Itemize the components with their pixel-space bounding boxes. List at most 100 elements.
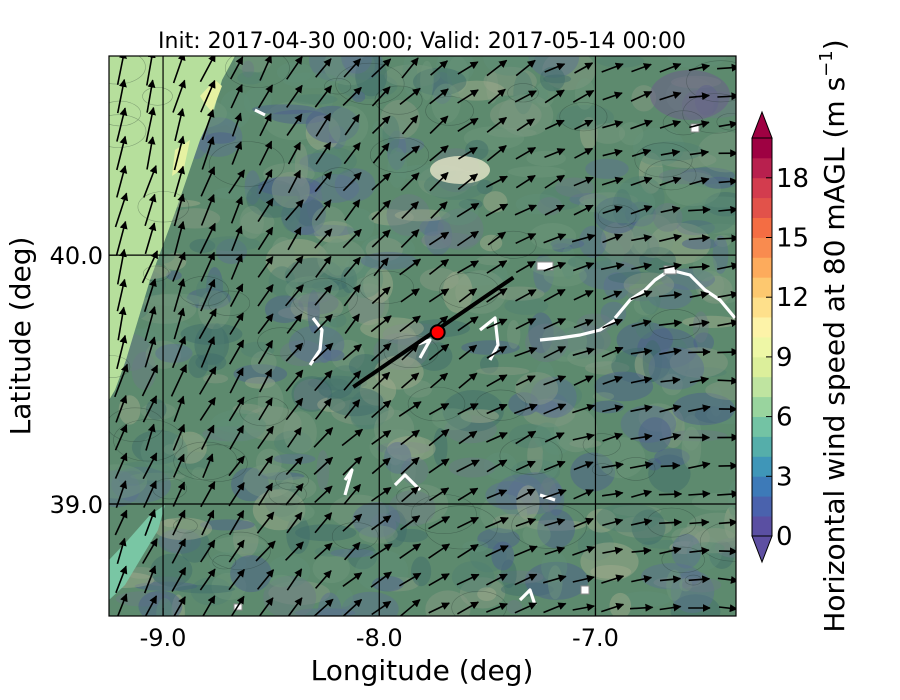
speed-patch	[209, 551, 247, 575]
wind-arrow	[400, 372, 420, 389]
wind-arrow	[173, 165, 185, 198]
speed-patch	[335, 587, 353, 607]
speed-patch	[542, 56, 596, 91]
wind-arrow	[173, 135, 186, 171]
wind-arrow	[371, 457, 391, 475]
speed-patch	[196, 274, 228, 308]
wind-arrow	[544, 89, 565, 104]
speed-patch	[431, 408, 472, 431]
wind-arrow	[256, 511, 275, 534]
wind-arrow	[428, 458, 450, 474]
speed-patch	[579, 192, 638, 208]
speed-patch	[477, 527, 520, 550]
wind-arrow	[228, 510, 245, 536]
wind-arrow	[146, 136, 156, 170]
wind-arrow	[287, 169, 301, 194]
speed-patch	[279, 476, 317, 500]
wind-arrow	[343, 256, 361, 278]
wind-arrow	[258, 482, 274, 506]
contour	[239, 396, 289, 427]
wind-arrow	[372, 142, 390, 164]
speed-patch	[273, 453, 316, 465]
wind-arrow	[574, 119, 594, 131]
wind-arrow	[399, 87, 421, 106]
wind-arrow	[286, 313, 303, 334]
wind-arrow	[429, 172, 449, 192]
speed-patch	[589, 350, 621, 370]
wind-arrow	[401, 115, 419, 135]
wind-arrow	[199, 366, 217, 395]
wind-arrow	[172, 423, 186, 451]
speed-patch	[243, 87, 272, 116]
speed-patch	[556, 105, 614, 130]
wind-arrow	[717, 490, 736, 499]
wind-arrow	[515, 174, 536, 189]
speed-patch	[681, 426, 702, 470]
wind-arrow	[456, 573, 480, 586]
wind-arrow	[314, 171, 333, 193]
wind-arrow	[256, 569, 275, 590]
wind-arrow	[141, 364, 159, 397]
speed-patch	[706, 405, 736, 425]
speed-patch	[631, 214, 675, 258]
speed-patch	[667, 430, 728, 442]
speed-patch	[113, 461, 174, 485]
wind-arrow	[428, 403, 450, 416]
wind-arrow	[314, 398, 332, 420]
speed-patch	[570, 452, 616, 492]
speed-patch	[630, 236, 648, 256]
wind-arrow	[601, 602, 625, 613]
wind-arrow	[572, 261, 595, 272]
speed-patch	[179, 528, 211, 563]
wind-arrow	[486, 432, 508, 443]
speed-patch	[528, 56, 580, 78]
speed-patch	[442, 271, 473, 314]
wind-arrow	[486, 260, 508, 274]
wind-arrow	[144, 222, 157, 255]
wind-arrow	[400, 429, 420, 446]
speed-patch	[140, 402, 176, 420]
contour	[212, 554, 237, 570]
wind-arrow	[199, 222, 216, 254]
speed-patch	[140, 431, 188, 472]
speed-patch	[328, 105, 369, 146]
speed-patch	[231, 467, 269, 502]
wind-arrow	[172, 251, 186, 282]
map-background	[109, 56, 736, 616]
wind-arrow	[457, 543, 479, 559]
wind-arrow	[286, 56, 303, 80]
wind-arrow	[259, 113, 272, 137]
speed-patch	[242, 60, 255, 78]
wind-arrow	[689, 177, 710, 186]
wind-arrow	[428, 602, 450, 614]
contour	[682, 93, 736, 134]
contour	[257, 327, 305, 357]
wind-arrow	[314, 570, 332, 589]
wind-arrow	[659, 91, 682, 101]
wind-arrow	[285, 199, 304, 221]
speed-patch	[139, 319, 199, 361]
colorbar: 0 3 6 9 12 15 18	[751, 110, 809, 564]
speed-patch	[268, 580, 331, 606]
y-tick-label: 39.0	[50, 491, 103, 519]
wind-arrow	[315, 58, 332, 78]
wind-arrow	[116, 537, 127, 565]
speed-patch	[585, 361, 630, 375]
speed-patch	[243, 406, 302, 441]
wind-arrow	[343, 370, 362, 391]
contour	[559, 102, 608, 132]
colorbar-frame	[751, 137, 773, 537]
speed-patch	[697, 131, 736, 173]
wind-arrow	[228, 568, 245, 591]
speed-patch	[480, 355, 499, 374]
speed-patch	[413, 67, 467, 96]
wind-arrow	[602, 517, 624, 527]
speed-patch	[534, 81, 555, 108]
wind-arrow	[285, 456, 304, 476]
speed-patch	[507, 166, 566, 178]
colorbar-tick-label: 9	[776, 343, 793, 373]
speed-patch	[487, 128, 537, 138]
wind-arrow	[457, 117, 479, 132]
speed-patch	[230, 555, 272, 593]
speed-patch	[495, 474, 546, 517]
